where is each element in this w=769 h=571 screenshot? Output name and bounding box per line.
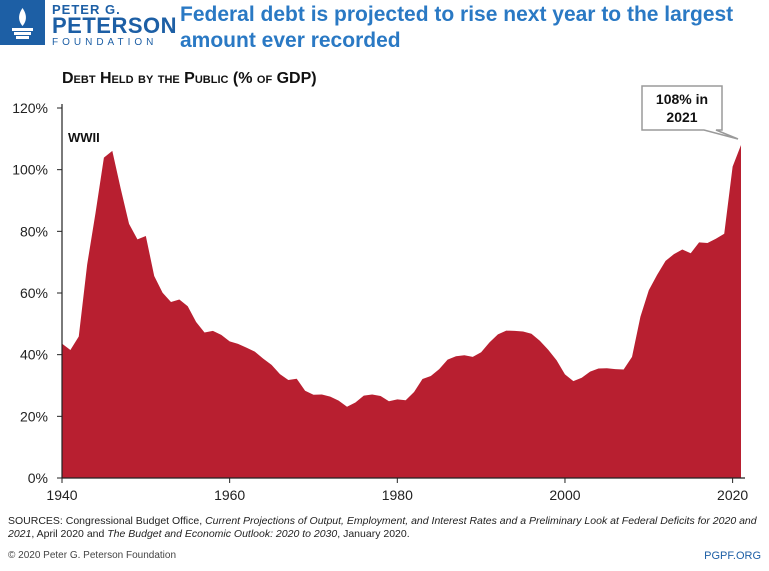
- x-tick-label: 1940: [46, 487, 77, 503]
- logo-text-line2: PETERSON: [52, 13, 178, 38]
- sources-title-1: Current Projections of Output, Employmen…: [8, 515, 757, 540]
- y-tick-label: 120%: [12, 100, 48, 116]
- debt-area-chart: 0% 20% 40% 60% 80% 100% 120% 1940 1960 1980 2000 20…: [12, 85, 748, 503]
- sources-title-2: The Budget and Economic Outlook: 2020 to…: [107, 528, 338, 540]
- x-tick-label: 2000: [549, 487, 580, 503]
- logo-text-line3: FOUNDATION: [52, 37, 158, 48]
- logo-text-line1: PETER G.: [52, 2, 121, 17]
- y-tick-label: 40%: [20, 347, 48, 363]
- sources-mid: , April 2020 and: [31, 528, 108, 540]
- debt-area-series: [62, 145, 741, 478]
- callout-label-line1: 108% in: [656, 91, 708, 107]
- y-tick-label: 100%: [12, 162, 48, 178]
- x-tick-label: 1960: [214, 487, 245, 503]
- callout-label-line2: 2021: [666, 109, 697, 125]
- headline: Federal debt is projected to rise next y…: [180, 3, 734, 52]
- sources-suffix: , January 2020.: [337, 528, 410, 540]
- sources-note: SOURCES: Congressional Budget Office, Cu…: [8, 515, 768, 541]
- x-tick-label: 1980: [382, 487, 413, 503]
- y-tick-label: 80%: [20, 223, 48, 239]
- y-tick-label: 60%: [20, 285, 48, 301]
- foundation-logo-icon: [0, 0, 45, 45]
- copyright: © 2020 Peter G. Peterson Foundation: [8, 550, 177, 561]
- y-tick-label: 20%: [20, 408, 48, 424]
- site-link[interactable]: PGPF.ORG: [704, 550, 761, 562]
- callout-box: [641, 85, 739, 140]
- chart-title: Debt Held by the Public (% of GDP): [62, 70, 317, 87]
- x-tick-label: 2020: [717, 487, 748, 503]
- y-tick-label: 0%: [28, 470, 48, 486]
- sources-prefix: SOURCES: Congressional Budget Office,: [8, 515, 206, 527]
- annotation-wwii: WWII: [68, 130, 100, 145]
